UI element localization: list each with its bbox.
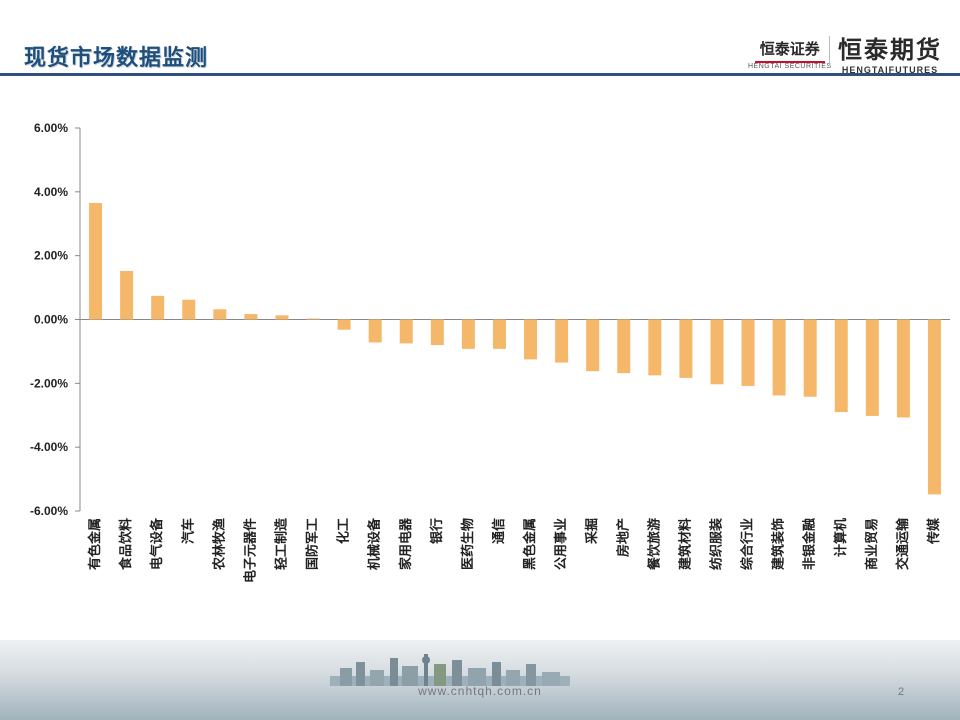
futures-logo-subtext: HENGTAIFUTURES — [841, 65, 939, 75]
bar-1 — [89, 203, 103, 320]
logo-divider — [829, 36, 830, 66]
x-category-label: 黑色金属 — [522, 518, 538, 570]
bar-12 — [430, 319, 444, 346]
bar-5 — [213, 309, 227, 320]
futures-logo-text: 恒泰期货 — [838, 36, 942, 64]
x-category-label: 食品饮料 — [118, 518, 134, 570]
x-category-label: 电气设备 — [149, 517, 165, 570]
securities-logo-bar — [754, 61, 825, 63]
x-category-label: 纺织服装 — [708, 518, 724, 570]
bar-17 — [586, 319, 600, 372]
y-tick-label: 0.00% — [34, 313, 68, 327]
x-category-label: 建筑装饰 — [771, 518, 787, 570]
bar-18 — [617, 319, 631, 374]
x-category-label: 房地产 — [615, 518, 631, 557]
x-category-label: 有色金属 — [87, 518, 103, 570]
y-tick-label: -6.00% — [30, 504, 68, 518]
bar-14 — [492, 319, 506, 349]
bar-2 — [120, 270, 134, 320]
title-divider — [0, 73, 960, 76]
x-category-label: 商业贸易 — [864, 518, 880, 570]
bar-13 — [461, 319, 475, 349]
x-category-label: 餐饮旅游 — [646, 518, 662, 571]
securities-logo-subtext: HENGTAI SECURITIES — [748, 63, 832, 70]
hengtai-securities-logo: 恒泰证券 HENGTAI SECURITIES — [748, 30, 832, 70]
x-category-label: 通信 — [491, 518, 507, 544]
x-category-label: 非银金融 — [802, 518, 818, 570]
y-tick-label: 4.00% — [34, 185, 68, 199]
x-category-label: 计算机 — [833, 518, 849, 557]
x-category-label: 家用电器 — [398, 517, 414, 570]
x-category-label: 国防军工 — [305, 518, 321, 570]
y-tick-label: -2.00% — [30, 376, 68, 390]
bar-11 — [399, 319, 413, 344]
bar-21 — [710, 319, 724, 385]
x-category-label: 交通运输 — [895, 517, 911, 570]
bar-6 — [244, 314, 258, 320]
x-category-label: 传媒 — [926, 517, 942, 545]
x-category-label: 采掘 — [584, 518, 600, 545]
x-category-label: 医药生物 — [460, 518, 476, 570]
bar-23 — [772, 319, 786, 396]
website-url: www.cnhtqh.com.cn — [418, 684, 542, 698]
bar-15 — [524, 319, 538, 360]
x-category-label: 农林牧渔 — [211, 518, 227, 571]
bar-3 — [151, 295, 165, 320]
bar-20 — [679, 319, 693, 378]
bar-19 — [648, 319, 662, 376]
hengtai-futures-logo: 恒泰期货 HENGTAIFUTURES — [838, 30, 942, 75]
bar-28 — [927, 319, 941, 495]
bar-7 — [275, 315, 289, 320]
bar-24 — [803, 319, 817, 397]
bar-9 — [337, 319, 351, 330]
x-category-label: 轻工制造 — [273, 517, 289, 570]
bar-4 — [182, 299, 196, 320]
x-category-label: 机械设备 — [367, 517, 383, 570]
bar-26 — [865, 319, 879, 416]
bar-25 — [834, 319, 848, 413]
securities-logo-text: 恒泰证券 — [759, 40, 820, 58]
x-category-label: 公用事业 — [553, 518, 569, 570]
x-category-label: 汽车 — [180, 518, 196, 544]
page-title: 现货市场数据监测 — [24, 46, 209, 71]
bar-8 — [306, 318, 320, 320]
city-skyline-image — [330, 654, 570, 686]
bar-16 — [555, 319, 569, 363]
x-category-label: 综合行业 — [740, 518, 756, 570]
x-category-label: 电子元器件 — [242, 518, 258, 583]
x-category-label: 银行 — [429, 518, 445, 544]
page-number: 2 — [898, 686, 905, 698]
y-tick-label: 6.00% — [34, 121, 68, 135]
y-tick-label: -4.00% — [30, 440, 68, 454]
bar-27 — [896, 319, 910, 418]
y-tick-label: 2.00% — [34, 249, 68, 263]
bar-10 — [368, 319, 382, 343]
bar-22 — [741, 319, 755, 386]
x-category-label: 建筑材料 — [677, 518, 693, 570]
industry-return-bar-chart: 6.00% 4.00% 2.00% 0.00% -2.00% -4.00% -6.00% 有色… — [30, 121, 950, 583]
x-category-label: 化工 — [336, 518, 352, 544]
